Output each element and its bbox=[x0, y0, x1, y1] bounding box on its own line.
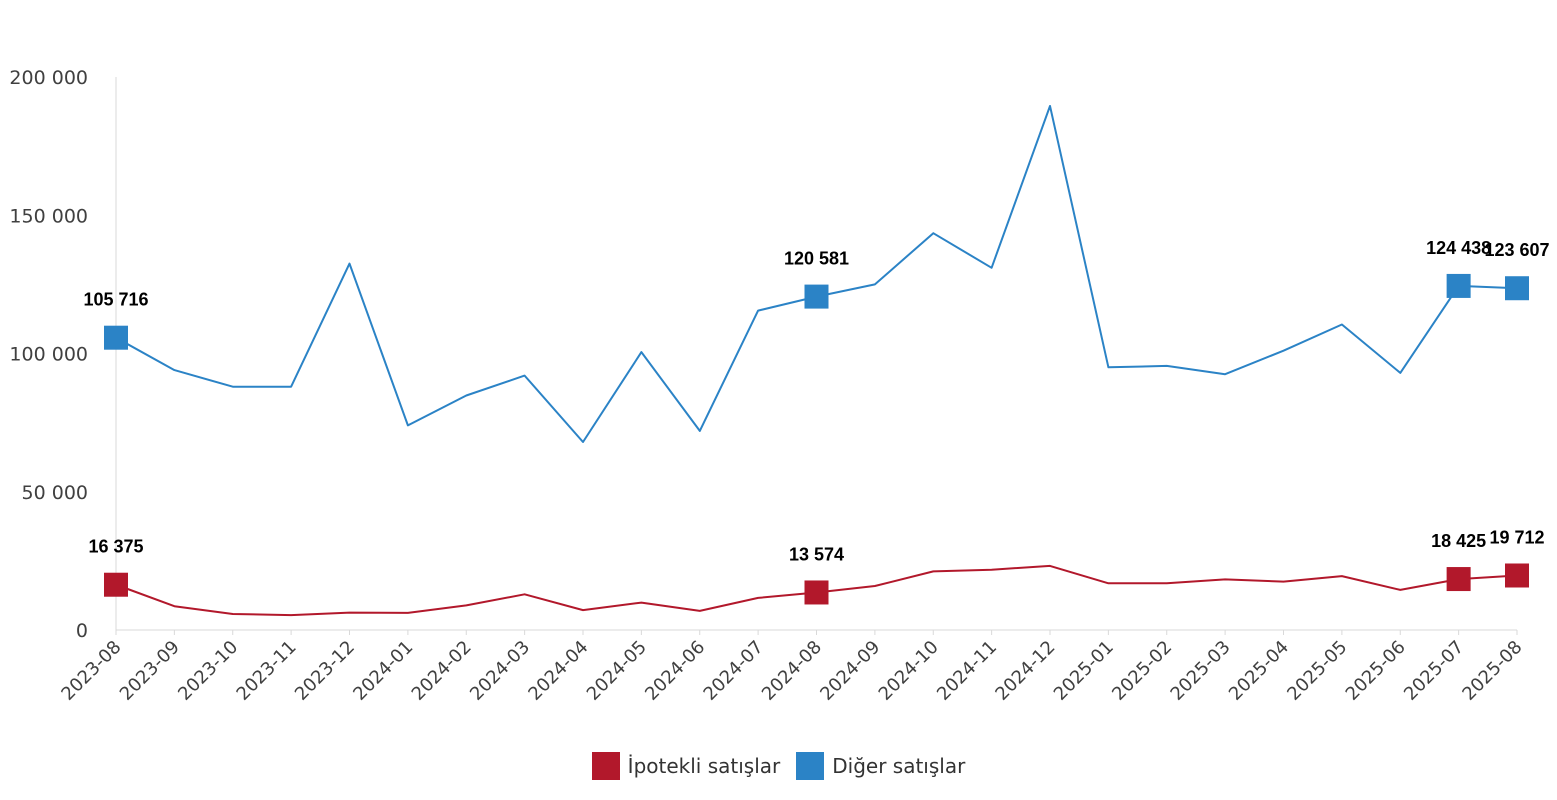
x-tick-label: 2024-02 bbox=[408, 637, 476, 705]
data-label-ipotekli: 18 425 bbox=[1431, 531, 1486, 551]
x-tick-label: 2025-04 bbox=[1225, 637, 1293, 705]
y-tick-label: 50 000 bbox=[22, 482, 88, 504]
chart-legend: İpotekli satışlar Diğer satışlar bbox=[0, 752, 1557, 780]
legend-label-ipotekli: İpotekli satışlar bbox=[627, 754, 781, 778]
x-tick-label: 2024-08 bbox=[758, 637, 826, 705]
data-marker-diger bbox=[804, 284, 829, 309]
y-tick-label: 100 000 bbox=[9, 344, 88, 366]
legend-swatch-diger bbox=[796, 752, 825, 780]
x-tick-label: 2025-08 bbox=[1458, 637, 1526, 705]
data-label-diger: 124 438 bbox=[1426, 238, 1491, 258]
x-tick-label: 2025-05 bbox=[1283, 637, 1351, 705]
x-tick-label: 2024-01 bbox=[349, 637, 417, 705]
data-label-ipotekli: 19 712 bbox=[1489, 527, 1544, 547]
data-label-ipotekli: 13 574 bbox=[789, 544, 844, 564]
series-line-diger bbox=[115, 105, 1518, 443]
y-tick-label: 150 000 bbox=[9, 205, 88, 227]
y-tick-label: 200 000 bbox=[9, 67, 88, 89]
data-marker-diger bbox=[104, 325, 128, 350]
data-marker-ipotekli bbox=[104, 572, 128, 597]
x-tick-label: 2023-12 bbox=[291, 637, 359, 705]
legend-item-diger: Diğer satışlar bbox=[796, 752, 965, 780]
x-tick-label: 2025-07 bbox=[1400, 637, 1468, 705]
data-marker-ipotekli bbox=[804, 580, 829, 605]
x-tick-label: 2024-07 bbox=[700, 637, 768, 705]
x-tick-label: 2024-11 bbox=[933, 637, 1001, 705]
series-layer bbox=[104, 105, 1529, 617]
legend-swatch-ipotekli bbox=[591, 752, 620, 780]
data-marker-diger bbox=[1505, 276, 1529, 301]
x-tick-label: 2025-01 bbox=[1050, 637, 1118, 705]
legend-label-diger: Diğer satışlar bbox=[832, 754, 966, 778]
x-tick-label: 2023-11 bbox=[233, 637, 301, 705]
data-label-diger: 123 607 bbox=[1484, 240, 1549, 260]
data-marker-diger bbox=[1446, 273, 1471, 298]
x-tick-label: 2025-06 bbox=[1342, 637, 1410, 705]
y-tick-label: 0 bbox=[76, 620, 88, 642]
x-tick-label: 2025-02 bbox=[1108, 637, 1176, 705]
x-tick-label: 2023-08 bbox=[57, 637, 125, 705]
x-tick-label: 2024-06 bbox=[641, 637, 709, 705]
x-tick-label: 2023-09 bbox=[116, 637, 184, 705]
data-marker-ipotekli bbox=[1446, 567, 1471, 592]
data-label-diger: 120 581 bbox=[784, 249, 849, 269]
legend-item-ipotekli: İpotekli satışlar bbox=[591, 752, 781, 780]
data-marker-ipotekli bbox=[1505, 563, 1529, 588]
x-tick-label: 2024-04 bbox=[524, 637, 592, 705]
x-tick-label: 2024-09 bbox=[816, 637, 884, 705]
x-tick-label: 2025-03 bbox=[1167, 637, 1235, 705]
data-label-layer: 16 375 13 574 18 425 19 712 105 716 120 581 12… bbox=[83, 238, 1549, 565]
x-tick-label: 2024-05 bbox=[583, 637, 651, 705]
x-tick-label: 2024-12 bbox=[991, 637, 1059, 705]
x-tick-label: 2024-10 bbox=[875, 637, 943, 705]
x-tick-label: 2024-03 bbox=[466, 637, 534, 705]
data-label-ipotekli: 16 375 bbox=[88, 537, 143, 557]
data-label-diger: 105 716 bbox=[83, 290, 148, 310]
x-tick-label: 2023-10 bbox=[174, 637, 242, 705]
